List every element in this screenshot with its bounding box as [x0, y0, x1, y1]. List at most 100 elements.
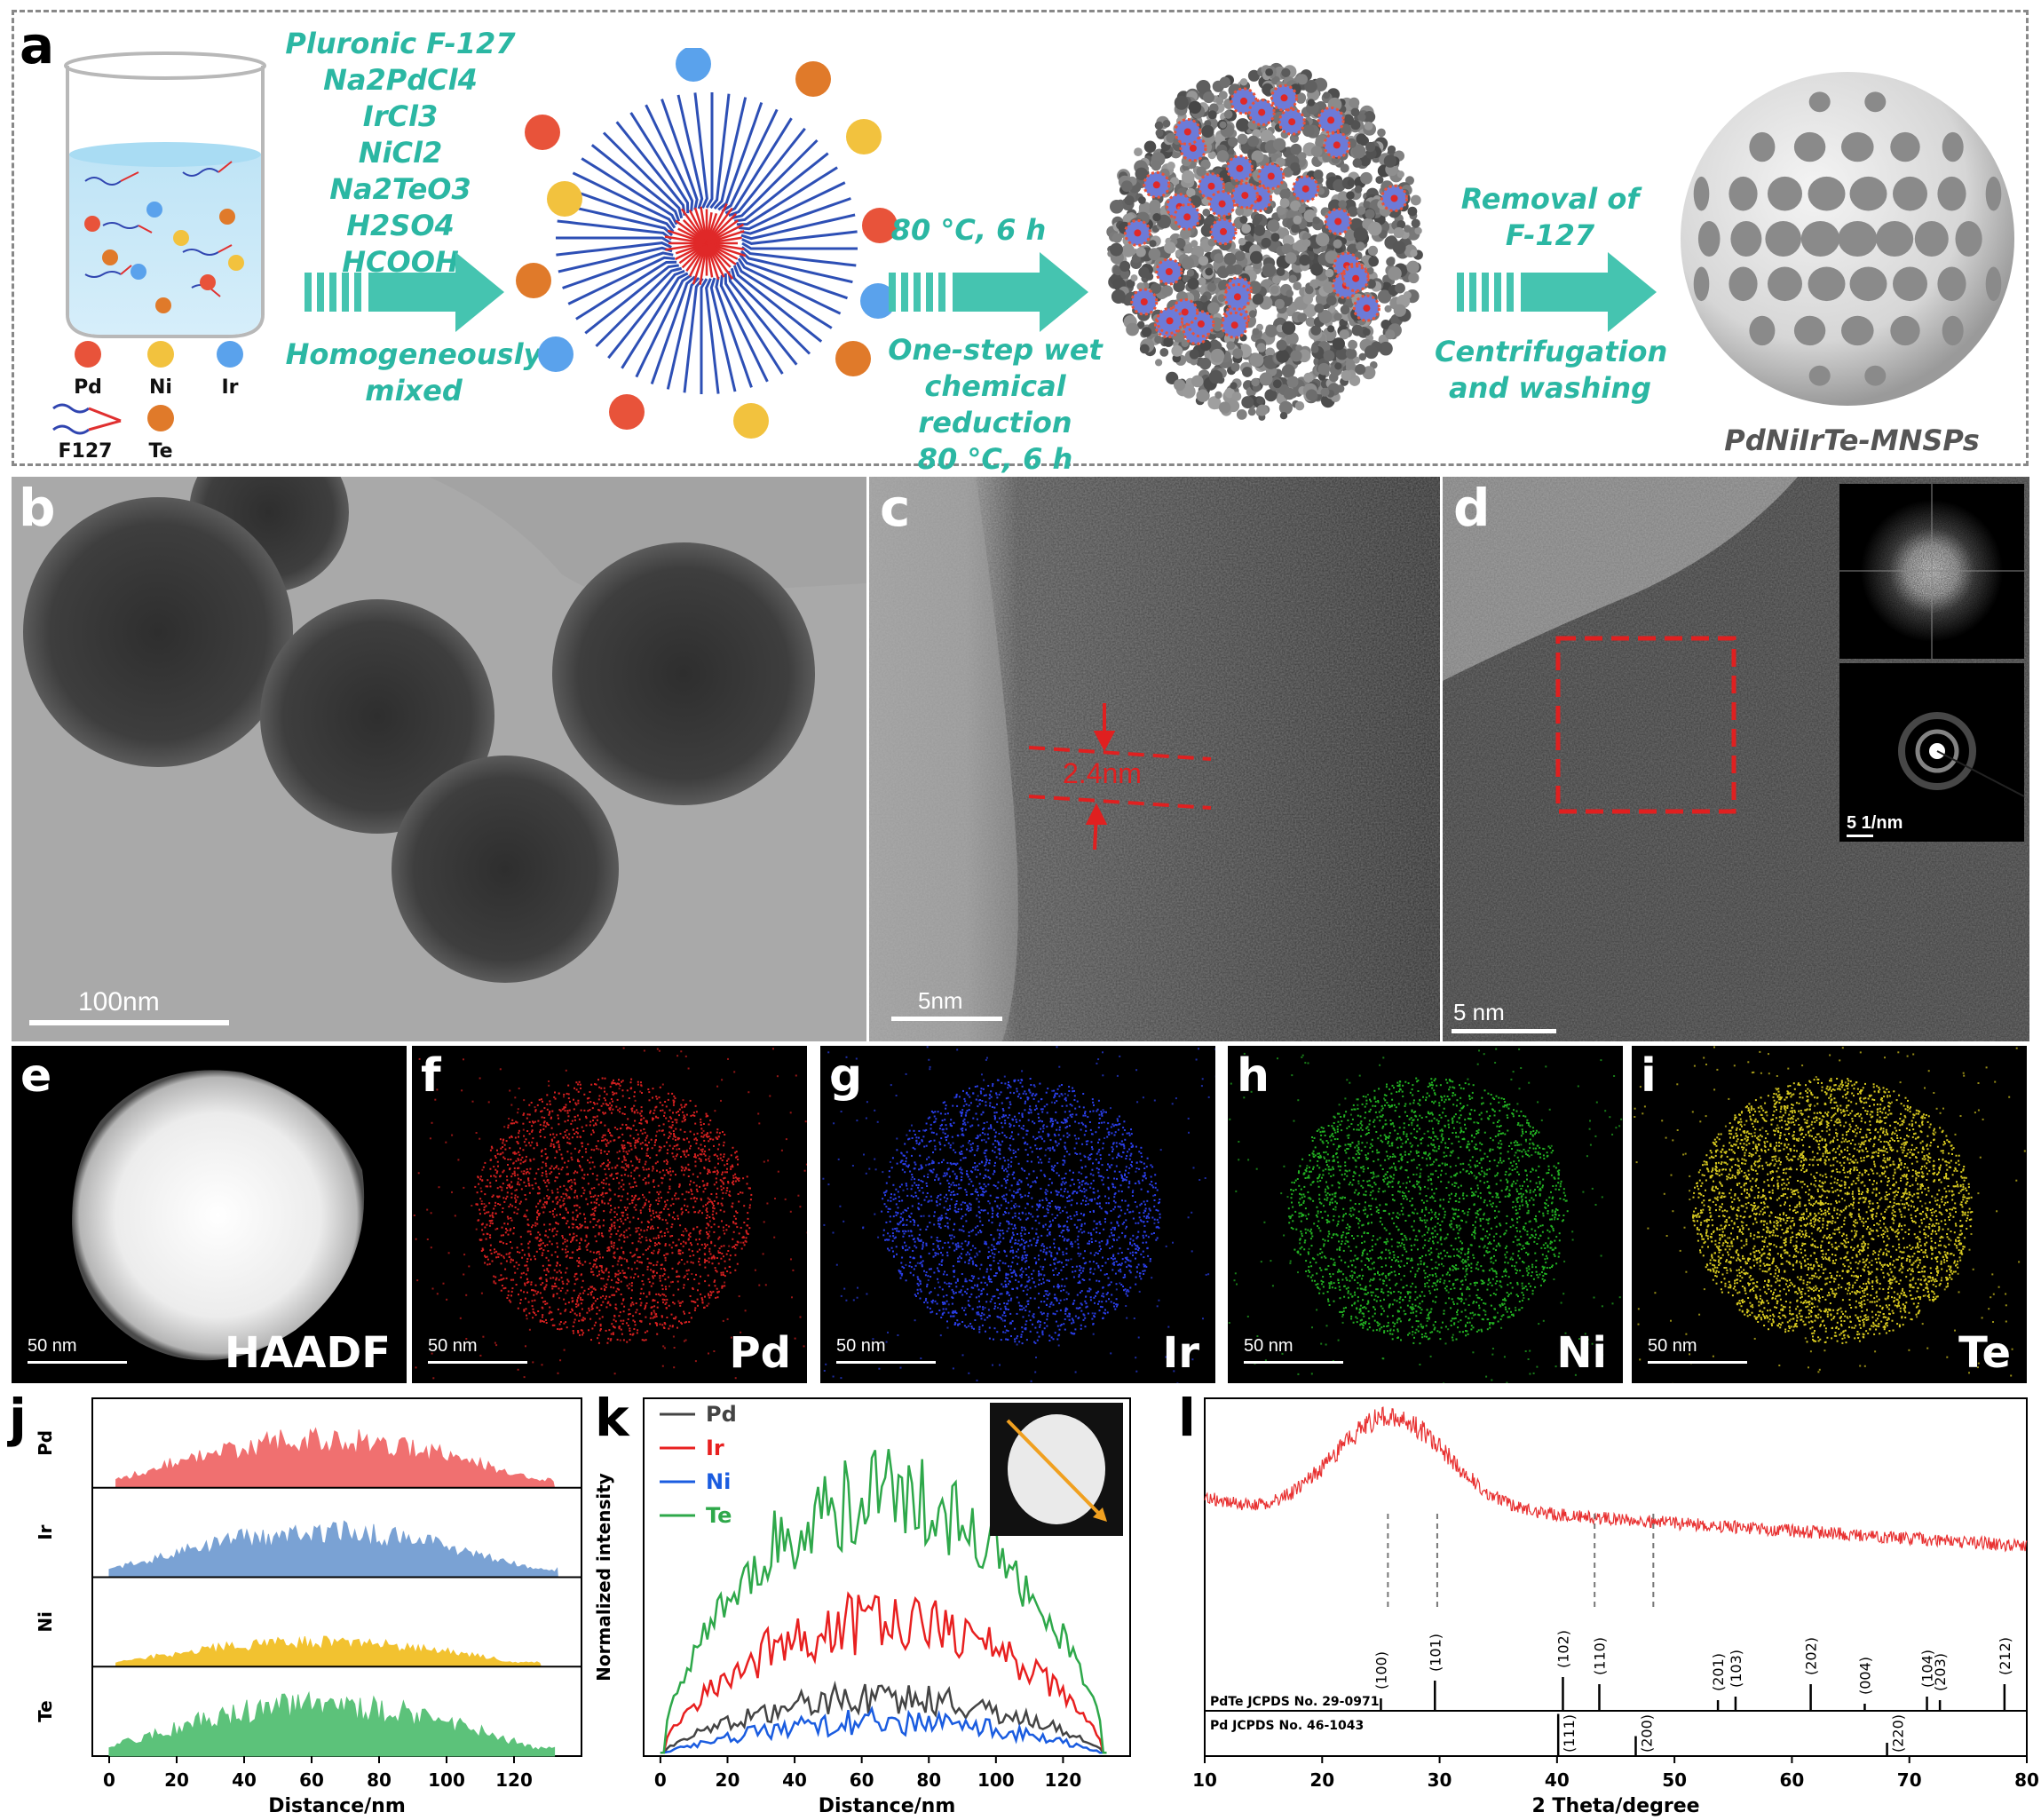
eds-signal-dot [663, 1273, 666, 1276]
eds-signal-dot [505, 1198, 507, 1200]
micelle-chain [595, 266, 683, 348]
eds-signal-dot [621, 1160, 624, 1163]
eds-background-dot [777, 1170, 779, 1173]
eds-signal-dot [476, 1203, 479, 1206]
aggregate-particle [1304, 80, 1317, 93]
eds-signal-dot [599, 1323, 602, 1325]
eds-signal-dot [733, 1246, 735, 1247]
eds-signal-dot [621, 1112, 624, 1115]
eds-signal-dot [661, 1274, 664, 1277]
eds-signal-dot [722, 1171, 724, 1174]
aggregate-particle [1384, 305, 1392, 313]
eds-signal-dot [558, 1287, 560, 1290]
aggregate-particle [1126, 322, 1139, 336]
eds-signal-dot [628, 1227, 630, 1230]
eds-signal-dot [629, 1304, 632, 1307]
eds-signal-dot [610, 1175, 613, 1177]
eds-signal-dot [510, 1228, 512, 1230]
eds-signal-dot [648, 1246, 651, 1248]
eds-signal-dot [985, 1158, 988, 1160]
eds-signal-dot [605, 1104, 608, 1106]
eds-signal-dot [567, 1093, 570, 1096]
eds-signal-dot [675, 1128, 677, 1130]
eds-signal-dot [602, 1224, 605, 1227]
eds-signal-dot [694, 1165, 697, 1167]
eds-signal-dot [707, 1202, 708, 1205]
aggregate-particle [1293, 215, 1302, 225]
eds-signal-dot [592, 1296, 595, 1299]
eds-signal-dot [487, 1179, 489, 1182]
aggregate-particle [1180, 227, 1191, 240]
eds-signal-dot [637, 1112, 639, 1114]
eds-signal-dot [570, 1240, 572, 1243]
eds-signal-dot [503, 1200, 506, 1203]
scale-label-c: 5nm [918, 987, 963, 1014]
eds-signal-dot [977, 1284, 979, 1286]
eds-signal-dot [565, 1248, 567, 1251]
eds-signal-dot [533, 1255, 535, 1258]
eds-signal-dot [689, 1254, 692, 1257]
eds-signal-dot [599, 1296, 602, 1299]
eds-signal-dot [510, 1301, 512, 1303]
eds-signal-dot [718, 1247, 721, 1250]
eds-background-dot [571, 1181, 574, 1183]
eds-background-dot [566, 1197, 569, 1199]
eds-signal-dot [952, 1290, 954, 1293]
eds-signal-dot [525, 1308, 527, 1310]
aggregate-particle [1290, 200, 1301, 211]
eds-signal-dot [518, 1159, 520, 1161]
eds-signal-dot [616, 1176, 618, 1179]
aggregate-particle [1383, 154, 1397, 168]
aggregate-particle [1386, 257, 1396, 266]
eds-signal-dot [1025, 1177, 1028, 1180]
eds-signal-dot [510, 1187, 512, 1190]
eds-signal-dot [708, 1250, 711, 1253]
eds-signal-dot [584, 1226, 587, 1229]
eds-signal-dot [645, 1295, 648, 1298]
eds-signal-dot [502, 1287, 505, 1290]
eds-background-dot [513, 1170, 516, 1173]
eds-signal-dot [1040, 1137, 1043, 1140]
eds-signal-dot [684, 1155, 687, 1158]
eds-signal-dot [629, 1160, 632, 1163]
eds-signal-dot [543, 1223, 546, 1226]
eds-signal-dot [1047, 1147, 1049, 1150]
eds-signal-dot [708, 1199, 711, 1201]
eds-signal-dot [642, 1274, 645, 1277]
eds-signal-dot [732, 1221, 734, 1223]
eds-signal-dot [523, 1309, 526, 1311]
eds-signal-dot [641, 1142, 644, 1144]
eds-signal-dot [637, 1227, 640, 1230]
eds-signal-dot [496, 1227, 499, 1230]
aggregate-particle [1410, 249, 1418, 257]
eds-signal-dot [543, 1286, 546, 1289]
eds-background-dot [803, 1169, 806, 1172]
eds-signal-dot [607, 1163, 610, 1166]
eds-signal-dot [494, 1157, 497, 1159]
eds-signal-dot [673, 1135, 676, 1137]
eds-signal-dot [543, 1120, 546, 1123]
eds-signal-dot [693, 1156, 696, 1158]
eds-signal-dot [683, 1286, 684, 1289]
eds-signal-dot [620, 1128, 621, 1130]
eds-signal-dot [561, 1217, 564, 1219]
eds-signal-dot [977, 1278, 980, 1280]
aggregate-particle [1249, 352, 1264, 368]
eds-signal-dot [612, 1100, 614, 1103]
eds-signal-dot [576, 1159, 579, 1161]
eds-signal-dot [633, 1206, 636, 1208]
eds-signal-dot [652, 1317, 654, 1319]
eds-signal-dot [588, 1307, 590, 1310]
eds-background-dot [763, 1160, 765, 1163]
eds-signal-dot [706, 1231, 708, 1233]
eds-signal-dot [581, 1224, 583, 1227]
eds-signal-dot [531, 1289, 534, 1291]
eds-signal-dot [1130, 1133, 1133, 1136]
eds-signal-dot [488, 1262, 491, 1265]
eds-background-dot [635, 1167, 637, 1170]
eds-signal-dot [639, 1112, 642, 1115]
eds-signal-dot [702, 1205, 705, 1207]
eds-background-dot [475, 1228, 478, 1230]
eds-signal-dot [905, 1230, 907, 1233]
sphere-pore [1893, 266, 1927, 302]
